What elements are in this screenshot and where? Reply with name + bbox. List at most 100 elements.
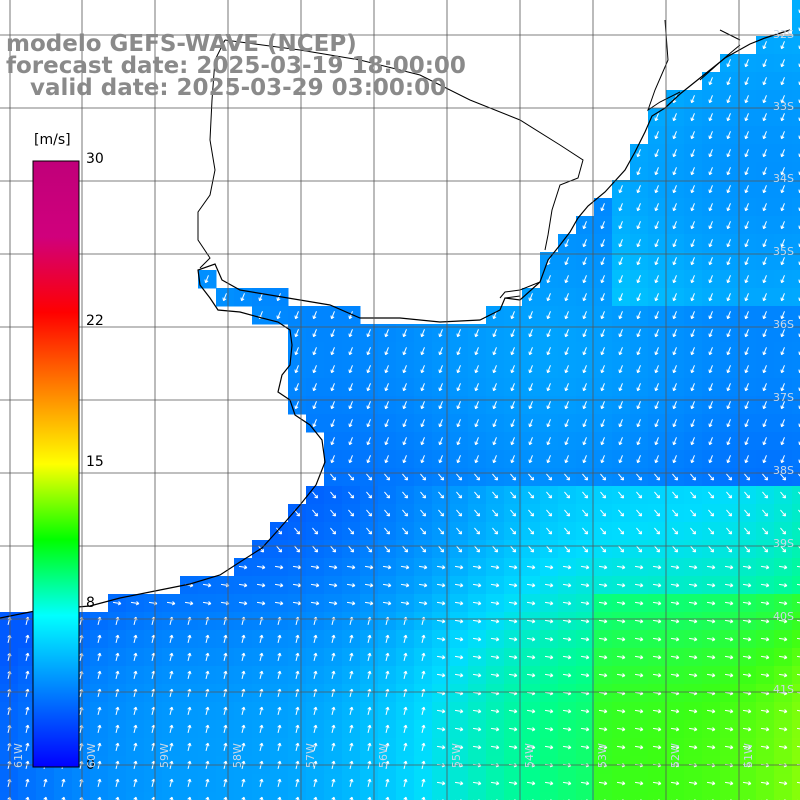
longitude-label: 61W xyxy=(12,743,25,768)
wind-arrow xyxy=(724,727,734,732)
wind-arrow xyxy=(492,419,497,428)
longitude-label: 53W xyxy=(596,743,609,768)
wind-arrow xyxy=(708,185,713,194)
wind-cell xyxy=(792,360,800,379)
wind-arrow xyxy=(618,401,623,410)
wind-arrow xyxy=(546,347,551,356)
wind-arrow xyxy=(582,293,587,302)
wind-arrow xyxy=(348,455,353,464)
wind-arrow xyxy=(744,491,751,499)
wind-arrow xyxy=(564,509,571,517)
wind-arrow xyxy=(654,131,659,140)
wind-arrow xyxy=(742,781,752,786)
wind-arrow xyxy=(726,185,731,194)
wind-arrow xyxy=(670,583,680,588)
wind-arrow xyxy=(420,347,425,356)
wind-arrow xyxy=(762,59,767,68)
wind-arrow xyxy=(778,673,788,678)
wind-arrow xyxy=(780,491,787,499)
wind-arrow xyxy=(546,545,553,553)
wind-arrow xyxy=(690,275,695,284)
wind-arrow xyxy=(672,293,677,302)
wind-arrow xyxy=(796,619,800,622)
wind-arrow xyxy=(762,329,767,338)
wind-arrow xyxy=(492,455,497,464)
wind-arrow xyxy=(292,601,302,606)
wind-arrow xyxy=(634,673,644,678)
wind-arrow xyxy=(744,473,751,481)
wind-arrow xyxy=(526,673,536,678)
wind-arrow xyxy=(796,727,800,730)
wind-cell xyxy=(792,36,800,55)
wind-arrow xyxy=(456,347,461,356)
wind-arrow xyxy=(456,437,461,446)
wind-arrow xyxy=(366,383,371,392)
wind-arrow xyxy=(580,619,590,624)
wind-arrow xyxy=(436,601,446,606)
wind-arrow xyxy=(348,401,353,410)
wind-arrow xyxy=(330,383,335,392)
wind-cell xyxy=(792,144,800,163)
wind-arrow xyxy=(780,383,785,392)
wind-cell xyxy=(792,234,800,253)
wind-arrow xyxy=(670,673,680,678)
wind-cell xyxy=(792,594,800,613)
wind-arrow xyxy=(436,583,446,588)
wind-arrow xyxy=(420,437,425,446)
wind-arrow xyxy=(744,437,749,446)
wind-arrow xyxy=(654,239,659,248)
wind-arrow xyxy=(169,634,174,643)
wind-arrow xyxy=(331,652,336,661)
wind-arrow xyxy=(780,77,785,86)
wind-arrow xyxy=(313,742,318,751)
wind-arrow xyxy=(490,727,500,732)
wind-cell xyxy=(0,792,19,800)
wind-arrow xyxy=(294,527,301,535)
wind-arrow xyxy=(256,583,266,588)
wind-arrow xyxy=(654,329,659,338)
wind-arrow xyxy=(762,293,767,302)
wind-arrow xyxy=(598,727,608,732)
wind-arrow xyxy=(672,257,677,266)
wind-arrow xyxy=(598,565,608,570)
wind-arrow xyxy=(510,491,517,499)
wind-arrow xyxy=(690,455,695,464)
wind-arrow xyxy=(580,601,590,606)
wind-arrow xyxy=(348,491,355,499)
wind-arrow xyxy=(508,637,518,642)
wind-arrow xyxy=(292,565,302,570)
wind-arrow xyxy=(346,565,356,570)
wind-arrow xyxy=(421,706,426,715)
wind-arrow xyxy=(438,455,443,464)
wind-cell xyxy=(108,792,127,800)
wind-arrow xyxy=(348,365,353,374)
wind-arrow xyxy=(708,527,715,535)
wind-arrow xyxy=(796,655,800,658)
wind-arrow xyxy=(618,293,623,302)
wind-arrow xyxy=(400,601,410,606)
wind-cell xyxy=(792,450,800,469)
wind-arrow xyxy=(564,473,571,481)
wind-arrow xyxy=(366,347,371,356)
wind-cell xyxy=(792,288,800,307)
wind-cell xyxy=(792,576,800,595)
wind-arrow xyxy=(508,745,518,750)
wind-arrow xyxy=(670,619,680,624)
wind-arrow xyxy=(652,655,662,660)
wind-arrow xyxy=(564,383,569,392)
wind-arrow xyxy=(580,655,590,660)
wind-arrow xyxy=(706,619,716,624)
wind-arrow xyxy=(205,724,210,733)
wind-arrow xyxy=(310,583,320,588)
wind-arrow xyxy=(726,419,731,428)
wind-arrow xyxy=(294,545,301,553)
wind-arrow xyxy=(654,437,659,446)
wind-cell xyxy=(792,666,800,685)
wind-cell xyxy=(792,414,800,433)
wind-arrow xyxy=(582,311,587,320)
wind-arrow xyxy=(526,709,536,714)
wind-cell xyxy=(792,270,800,289)
wind-arrow xyxy=(420,383,425,392)
colorbar-tick-label: 22 xyxy=(86,312,104,329)
wind-arrow xyxy=(726,293,731,302)
